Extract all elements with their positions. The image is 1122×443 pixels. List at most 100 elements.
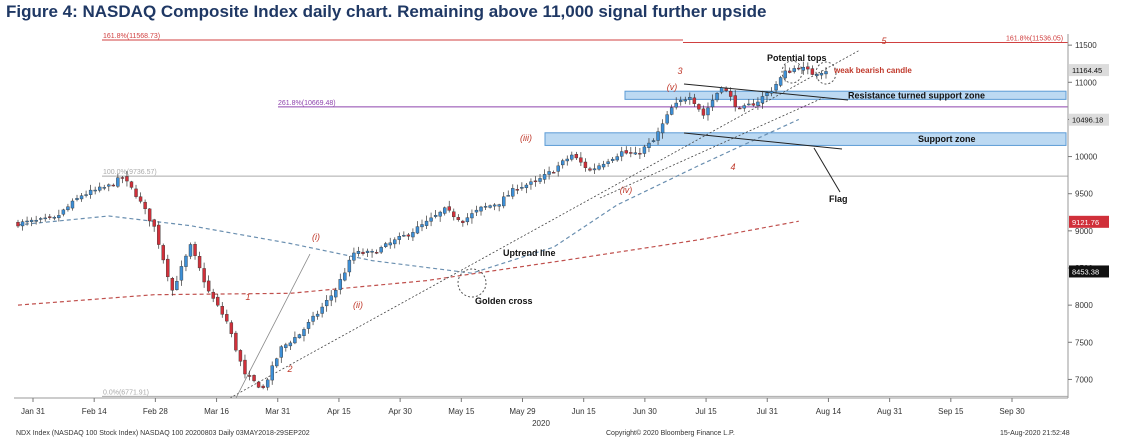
candle-body (452, 211, 456, 218)
candle-body (52, 217, 57, 219)
candle-body (129, 181, 134, 188)
uptrend-label: Uptrend line (503, 248, 556, 258)
candle-body (429, 217, 433, 222)
candle-body (379, 247, 383, 253)
wave-1-line (235, 253, 311, 399)
wave-label: (v) (667, 82, 678, 92)
candle-body (324, 300, 329, 307)
candle-body (610, 158, 615, 161)
candle-body (238, 350, 243, 362)
candle-body (143, 201, 147, 210)
price-tag-box (1069, 64, 1109, 77)
y-tick-label: 9500 (1075, 190, 1093, 199)
candle-body (801, 66, 806, 71)
candle-body (497, 204, 501, 207)
wave-label: (i) (312, 232, 320, 242)
price-tag-label: 10496.18 (1072, 116, 1103, 125)
candle-body (728, 91, 733, 97)
candle-body (420, 224, 424, 228)
candle-body (479, 206, 483, 212)
wave-label: 4 (730, 162, 735, 172)
candle-body (397, 236, 402, 240)
x-tick-label: Mar 31 (265, 407, 290, 416)
x-tick-label: Aug 14 (816, 407, 842, 416)
candle-body (170, 278, 175, 291)
candle-body (747, 103, 751, 106)
fib-level-label: 100.0%(9736.57) (103, 169, 157, 176)
x-tick-label: Sep 15 (938, 407, 964, 416)
candle-body (629, 152, 633, 154)
flag-lower-line (683, 132, 843, 150)
candle-body (84, 194, 88, 196)
candle-body (75, 198, 79, 200)
candle-body (188, 244, 193, 257)
candle-body (547, 171, 551, 175)
candle-body (738, 107, 742, 110)
wave-label: (ii) (353, 300, 363, 310)
candle-body (424, 220, 429, 226)
candle-body (692, 97, 697, 104)
footer-left: NDX Index (NASDAQ 100 Stock Index) NASDA… (16, 430, 310, 437)
candle-body (265, 379, 270, 388)
flag-arrow (813, 147, 841, 193)
candle-body (406, 234, 411, 237)
candle-body (579, 157, 583, 163)
candle-body (297, 334, 302, 339)
candle-body (93, 189, 97, 192)
candle-body (511, 188, 515, 197)
candles-layer (16, 61, 828, 391)
golden-cross-label: Golden cross (475, 296, 533, 306)
zone-label: Resistance turned support zone (848, 90, 985, 100)
candle-body (651, 140, 656, 142)
fib-level-label: 0.0%(6771.91) (103, 389, 149, 396)
wave-label: 3 (677, 66, 682, 76)
candle-body (538, 178, 542, 182)
candle-body (660, 123, 665, 134)
footer-right: 15-Aug-2020 21:52:48 (1000, 430, 1070, 437)
candle-body (669, 107, 674, 115)
candle-body (234, 332, 238, 351)
wave-label: (iv) (620, 185, 633, 195)
axes-layer: 7000750080008500900095001000010500110001… (14, 34, 1109, 428)
zone-label: Support zone (918, 134, 976, 144)
y-tick-label: 11500 (1075, 41, 1097, 50)
candle-body (683, 99, 687, 102)
candle-body (506, 195, 510, 197)
y-tick-label: 7500 (1075, 338, 1093, 347)
potential-top-circle (781, 60, 803, 84)
candle-body (179, 266, 184, 281)
candle-body (374, 252, 379, 254)
x-year-label: 2020 (532, 419, 550, 428)
candle-body (556, 165, 560, 172)
candle-body (529, 181, 533, 185)
candle-body (293, 337, 297, 344)
candle-body (216, 296, 220, 306)
candle-body (470, 213, 474, 219)
candle-body (488, 205, 492, 208)
x-tick-label: Apr 15 (327, 407, 351, 416)
candle-body (25, 220, 29, 223)
price-tag-label: 11164.45 (1072, 66, 1102, 75)
candle-body (492, 204, 497, 207)
candle-body (16, 221, 20, 227)
candle-body (520, 187, 524, 189)
candle-body (647, 142, 651, 149)
candle-body (601, 163, 606, 168)
candle-body (565, 158, 569, 162)
candle-body (447, 206, 451, 211)
candle-body (597, 165, 601, 170)
candle-body (361, 251, 365, 254)
fib-level-label: 161.8%(11536.05) (1006, 35, 1063, 42)
x-tick-label: Aug 31 (877, 407, 903, 416)
candle-body (633, 152, 638, 155)
candle-body (551, 172, 556, 174)
candle-body (524, 184, 529, 189)
candle-body (343, 272, 347, 281)
x-tick-label: Jan 31 (21, 407, 46, 416)
candle-body (483, 206, 488, 208)
candle-body (751, 103, 756, 106)
candle-body (229, 322, 234, 334)
zone-box (544, 132, 1067, 146)
candle-body (225, 314, 229, 322)
candle-body (284, 344, 288, 348)
